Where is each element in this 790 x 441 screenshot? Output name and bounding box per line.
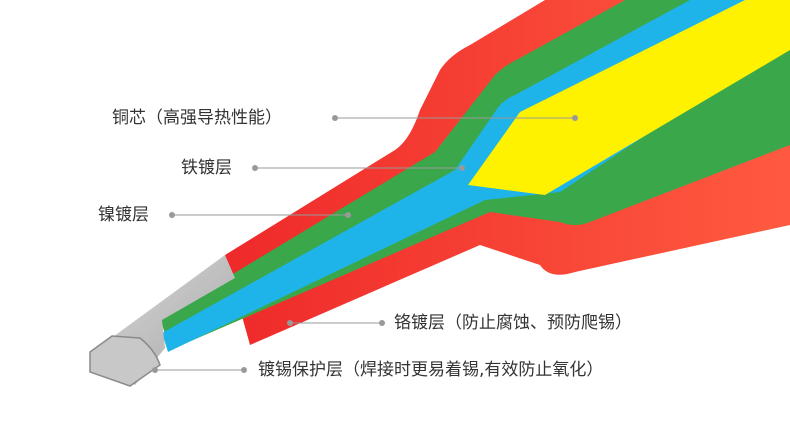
leader-dot — [572, 115, 578, 121]
copper-core — [468, 0, 790, 195]
leader-dot — [252, 165, 258, 171]
label: 镍镀层 — [98, 205, 149, 225]
leader-dot — [169, 212, 175, 218]
label: 镀锡保护层（焊接时更易着锡,有效防止氧化） — [258, 360, 603, 380]
leader-dot — [345, 212, 351, 218]
leader-dot — [152, 367, 158, 373]
label: 铬镀层（防止腐蚀、预防爬锡） — [394, 313, 632, 333]
leader-dot — [241, 367, 247, 373]
tip-face — [89, 335, 161, 387]
leader-dot — [379, 320, 385, 326]
annotations: 铜芯（高强导热性能） 铁镀层 镍镀层 铬镀层（防止腐蚀、预防爬锡） 镀锡保护层（… — [98, 108, 632, 380]
label: 铁镀层 — [181, 158, 232, 178]
leader-dot — [287, 320, 293, 326]
label: 铜芯（高强导热性能） — [112, 108, 282, 128]
leader-dot — [459, 165, 465, 171]
leader-dot — [332, 115, 338, 121]
